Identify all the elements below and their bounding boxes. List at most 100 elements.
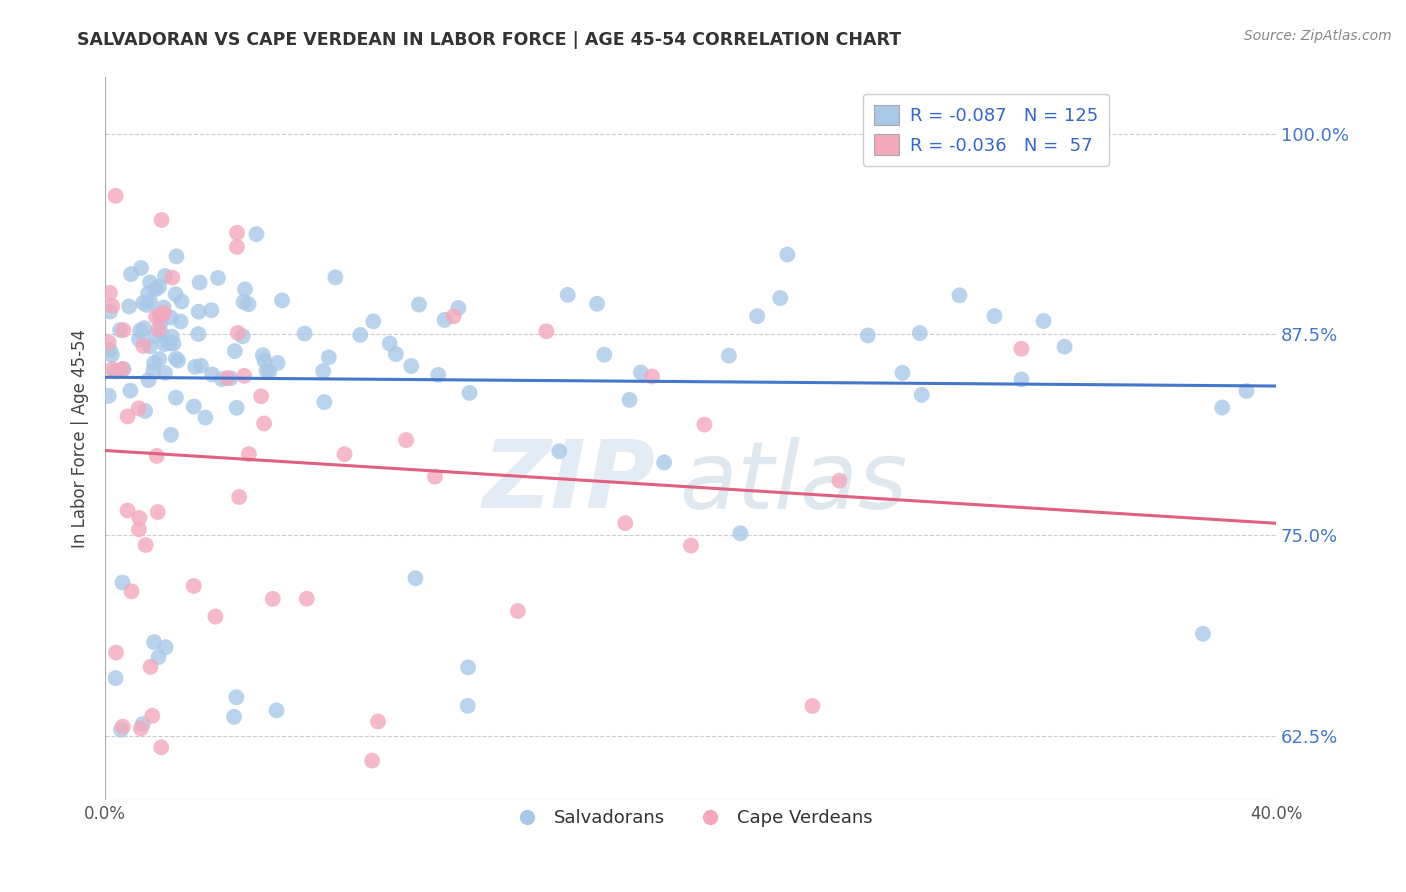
Point xyxy=(138,373,160,387)
Point xyxy=(188,276,211,290)
Point xyxy=(679,539,702,553)
Point xyxy=(104,364,127,378)
Point xyxy=(225,690,247,705)
Point xyxy=(641,369,664,384)
Point xyxy=(222,710,245,724)
Point xyxy=(149,310,172,324)
Point xyxy=(112,362,135,376)
Point xyxy=(256,364,278,378)
Point xyxy=(162,336,184,351)
Point xyxy=(908,326,931,340)
Point xyxy=(204,609,226,624)
Point xyxy=(169,314,191,328)
Point xyxy=(1192,626,1215,640)
Point xyxy=(111,720,134,734)
Point xyxy=(128,511,150,525)
Point xyxy=(404,571,426,585)
Point xyxy=(228,490,250,504)
Point xyxy=(148,279,170,293)
Point xyxy=(129,324,152,338)
Point xyxy=(97,335,120,350)
Point xyxy=(101,362,124,376)
Point xyxy=(128,401,150,416)
Point xyxy=(146,505,169,519)
Point xyxy=(717,349,740,363)
Point xyxy=(776,247,799,261)
Point xyxy=(443,310,465,324)
Point xyxy=(183,400,205,414)
Point xyxy=(149,316,172,330)
Point xyxy=(128,523,150,537)
Point xyxy=(121,584,143,599)
Point xyxy=(155,640,177,655)
Point xyxy=(232,295,254,310)
Point xyxy=(170,294,193,309)
Point xyxy=(97,389,120,403)
Point xyxy=(614,516,637,531)
Point xyxy=(148,322,170,336)
Point xyxy=(423,469,446,483)
Point xyxy=(1053,340,1076,354)
Point xyxy=(167,353,190,368)
Point xyxy=(259,365,281,379)
Point xyxy=(911,388,934,402)
Point xyxy=(165,249,187,263)
Point xyxy=(801,698,824,713)
Point xyxy=(1011,372,1033,386)
Point xyxy=(427,368,450,382)
Point xyxy=(506,604,529,618)
Point xyxy=(132,339,155,353)
Text: atlas: atlas xyxy=(679,437,907,528)
Point xyxy=(153,366,176,380)
Point xyxy=(134,404,156,418)
Point xyxy=(129,260,152,275)
Point xyxy=(98,343,121,357)
Point xyxy=(148,307,170,321)
Point xyxy=(165,351,187,366)
Point xyxy=(135,298,157,312)
Point xyxy=(408,297,430,311)
Point xyxy=(153,268,176,283)
Point xyxy=(148,351,170,366)
Point xyxy=(225,401,247,415)
Point xyxy=(232,329,254,343)
Point xyxy=(131,717,153,731)
Point xyxy=(747,309,769,323)
Point xyxy=(325,270,347,285)
Point xyxy=(101,348,124,362)
Point xyxy=(132,321,155,335)
Point xyxy=(157,336,180,351)
Point xyxy=(557,288,579,302)
Point xyxy=(245,227,267,241)
Point xyxy=(145,310,167,324)
Text: SALVADORAN VS CAPE VERDEAN IN LABOR FORCE | AGE 45-54 CORRELATION CHART: SALVADORAN VS CAPE VERDEAN IN LABOR FORC… xyxy=(77,31,901,49)
Point xyxy=(593,348,616,362)
Point xyxy=(314,395,336,409)
Point xyxy=(226,240,249,254)
Text: ZIP: ZIP xyxy=(482,436,655,528)
Point xyxy=(457,698,479,713)
Point xyxy=(652,455,675,469)
Point xyxy=(361,754,384,768)
Point xyxy=(385,347,408,361)
Point xyxy=(271,293,294,308)
Legend: Salvadorans, Cape Verdeans: Salvadorans, Cape Verdeans xyxy=(502,802,880,835)
Point xyxy=(187,326,209,341)
Point xyxy=(619,392,641,407)
Point xyxy=(183,579,205,593)
Point xyxy=(120,384,142,398)
Point xyxy=(630,366,652,380)
Point xyxy=(139,275,162,289)
Point xyxy=(187,304,209,318)
Point xyxy=(143,635,166,649)
Point xyxy=(150,326,173,341)
Point xyxy=(165,391,187,405)
Point xyxy=(111,575,134,590)
Point xyxy=(141,708,163,723)
Point xyxy=(233,282,256,296)
Point xyxy=(378,336,401,351)
Point xyxy=(983,309,1005,323)
Point xyxy=(150,740,173,755)
Point xyxy=(160,329,183,343)
Point xyxy=(457,660,479,674)
